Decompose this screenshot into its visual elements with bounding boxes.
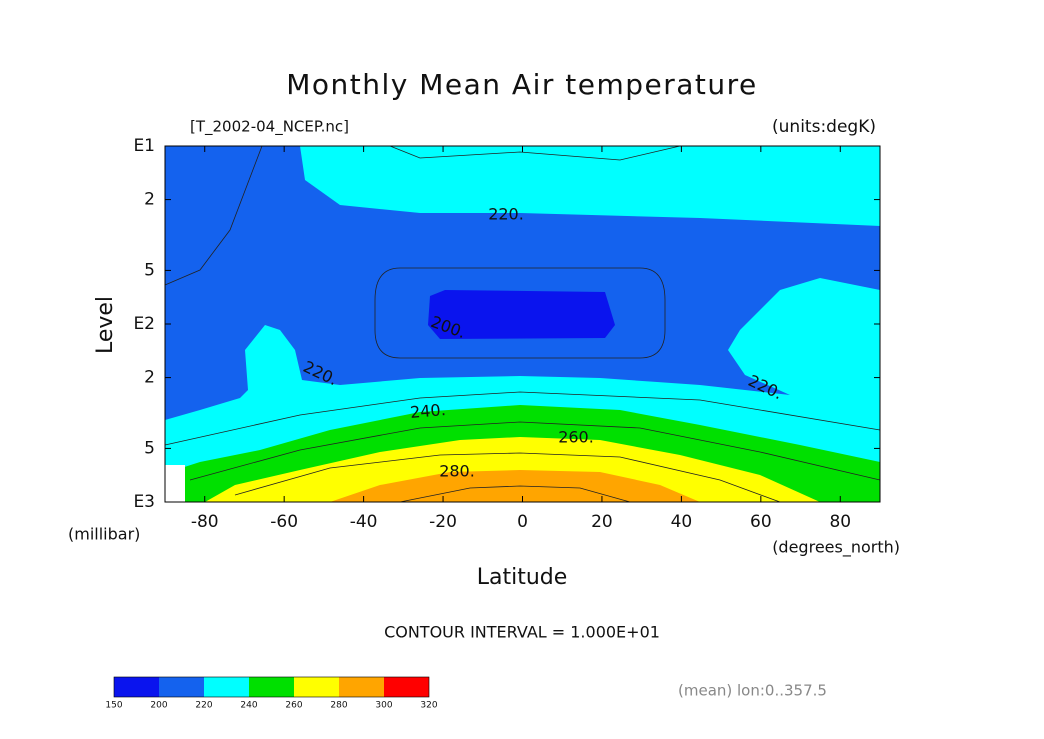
x-axis-label: Latitude	[477, 565, 568, 590]
x-tick-label: 20	[591, 512, 613, 532]
contour-label: 220.	[488, 205, 524, 224]
y-tick-label: E3	[133, 492, 155, 512]
contour-label: 280.	[439, 462, 475, 481]
contour-line	[164, 391, 881, 446]
colorbar-swatch	[114, 677, 159, 697]
y-tick-label: 5	[144, 260, 155, 280]
y-axis-label: Level	[93, 296, 118, 354]
y-tick-label: 2	[144, 368, 155, 388]
y-tick-label: 5	[144, 438, 155, 458]
missing-data	[165, 465, 185, 502]
colorbar-label: 300	[375, 701, 392, 711]
units-label: (units:degK)	[772, 117, 876, 137]
contour-region	[205, 437, 820, 502]
colorbar-label: 240	[240, 701, 257, 711]
annotation: (mean) lon:0..357.5	[678, 682, 827, 700]
contour-line	[189, 421, 881, 481]
contour-line	[164, 145, 263, 286]
colorbar-swatch	[159, 677, 204, 697]
contour-region	[428, 290, 615, 339]
colorbar-label: 280	[330, 701, 347, 711]
y-tick-label: 2	[144, 190, 155, 210]
colorbar-label: 220	[195, 701, 212, 711]
contour-fill	[165, 146, 880, 502]
colorbar-label: 150	[105, 701, 122, 711]
contour-line	[399, 485, 631, 503]
x-axis-unit: (degrees_north)	[772, 538, 900, 558]
contour-line	[234, 452, 781, 503]
colorbar-swatch	[249, 677, 294, 697]
x-tick-label: 80	[829, 512, 851, 532]
colorbar-swatch	[384, 677, 429, 697]
colorbar-swatch	[294, 677, 339, 697]
contour-region	[165, 146, 880, 420]
colorbar-swatch	[339, 677, 384, 697]
contour-label: 260.	[558, 428, 594, 447]
colorbar-frame	[113, 676, 430, 698]
y-axis-unit: (millibar)	[68, 525, 140, 544]
x-tick-label: -20	[429, 512, 457, 532]
chart-title: Monthly Mean Air temperature	[286, 68, 758, 101]
colorbar-label: 200	[150, 701, 167, 711]
x-tick-label: -60	[270, 512, 298, 532]
x-tick-label: -40	[350, 512, 378, 532]
contour-line	[389, 145, 681, 161]
footnote: CONTOUR INTERVAL = 1.000E+01	[384, 623, 660, 642]
x-tick-label: 0	[517, 512, 528, 532]
colorbar-label: 320	[420, 701, 437, 711]
contour-lines	[164, 145, 881, 503]
contour-line	[374, 267, 666, 359]
x-tick-label: -80	[191, 512, 219, 532]
colorbar-swatch	[204, 677, 249, 697]
x-tick-label: 60	[750, 512, 772, 532]
subtitle: [T_2002-04_NCEP.nc]	[190, 118, 349, 137]
colorbar-label: 260	[285, 701, 302, 711]
y-tick-label: E1	[133, 136, 155, 156]
x-tick-label: 40	[671, 512, 693, 532]
contour-label: 240.	[409, 400, 446, 422]
y-tick-label: E2	[133, 314, 155, 334]
